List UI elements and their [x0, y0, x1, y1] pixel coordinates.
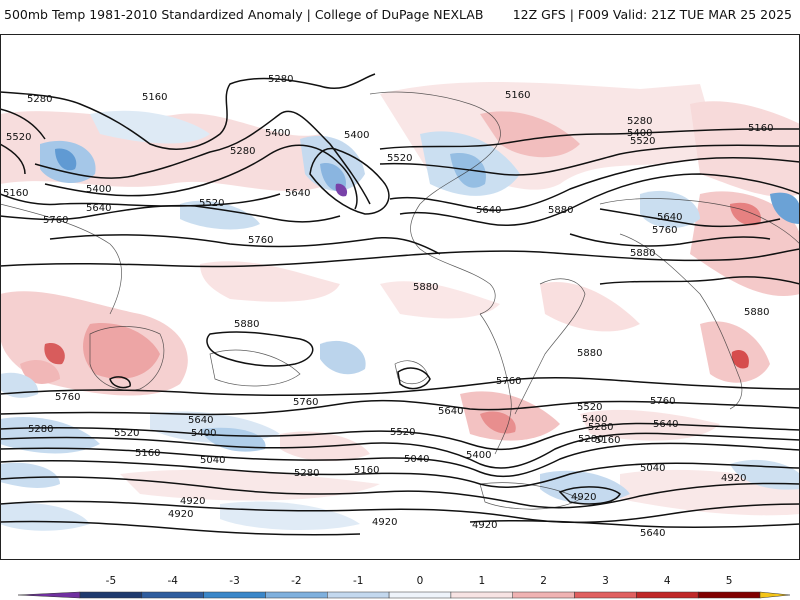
contour-label: 5040	[404, 454, 429, 465]
contour-label: 5520	[387, 153, 412, 164]
colorbar-bin	[450, 591, 513, 599]
colorbar-bin	[574, 591, 637, 599]
contour-label: 5520	[6, 132, 31, 143]
colorbar-bin	[327, 591, 390, 599]
coastlines	[0, 91, 800, 510]
colorbar-bin	[512, 591, 575, 599]
contour-label: 5160	[595, 435, 620, 446]
colorbar: -5 -4 -3 -2 -1 0 1 2 3 4 5	[17, 575, 791, 599]
contour-label: 5760	[55, 392, 80, 403]
anomaly-map: 5280 5160 5520 5280 5400 5280 5400 5160 …	[0, 34, 800, 560]
contour-label: 5280	[230, 146, 255, 157]
contour-label: 5640	[86, 203, 111, 214]
contour-label: 5400	[466, 450, 491, 461]
colorbar-tick-label: -5	[106, 575, 116, 587]
contour-label: 5640	[657, 212, 682, 223]
contour-label: 5040	[200, 455, 225, 466]
contour-label: 5280	[27, 94, 52, 105]
contour-label: 5760	[43, 215, 68, 226]
contour-label: 5880	[744, 307, 769, 318]
colorbar-tick-label: -2	[291, 575, 301, 587]
colorbar-right-tip	[759, 591, 791, 599]
contour-label: 5520	[199, 198, 224, 209]
contour-label: 5160	[505, 90, 530, 101]
colorbar-bin	[79, 591, 143, 599]
contour-label: 5880	[577, 348, 602, 359]
contour-label: 5640	[285, 188, 310, 199]
contour-label: 4920	[472, 520, 497, 531]
anomaly-shading	[0, 82, 800, 531]
contour-label: 5160	[135, 448, 160, 459]
contour-label: 5640	[438, 406, 463, 417]
contour-label: 5760	[293, 397, 318, 408]
contour-label: 5880	[630, 248, 655, 259]
colorbar-tick-label: 4	[664, 575, 671, 587]
contour-label: 5280	[268, 74, 293, 85]
colorbar-tick-label: 1	[478, 575, 485, 587]
contour-label: 4920	[721, 473, 746, 484]
contour-label: 4920	[372, 517, 397, 528]
contour-label: 4920	[571, 492, 596, 503]
contour-label: 5520	[577, 402, 602, 413]
contour-label: 5400	[344, 130, 369, 141]
colorbar-bin	[203, 591, 266, 599]
contour-label: 4920	[168, 509, 193, 520]
colorbar-tick-label: -3	[229, 575, 239, 587]
contour-label: 5760	[496, 376, 521, 387]
contour-label: 5280	[578, 434, 603, 445]
contour-label: 5640	[653, 419, 678, 430]
colorbar-tick-label: -1	[353, 575, 363, 587]
contour-label: 5280	[627, 116, 652, 127]
colorbar-bin	[265, 591, 328, 599]
colorbar-tick-labels: -5 -4 -3 -2 -1 0 1 2 3 4 5	[106, 575, 733, 587]
contour-label: 5520	[390, 427, 415, 438]
colorbar-tick-label: 5	[726, 575, 733, 587]
contour-label: 5760	[652, 225, 677, 236]
contour-label: 5160	[3, 188, 28, 199]
contour-label: 5040	[640, 463, 665, 474]
contour-label: 5760	[248, 235, 273, 246]
colorbar-bin	[388, 591, 452, 599]
contour-label: 5880	[413, 282, 438, 293]
contour-label: 5280	[28, 424, 53, 435]
map-title: 500mb Temp 1981-2010 Standardized Anomal…	[4, 7, 484, 22]
contour-label: 5400	[191, 428, 216, 439]
contour-label: 5400	[86, 184, 111, 195]
run-valid-info: 12Z GFS | F009 Valid: 21Z TUE MAR 25 202…	[512, 7, 792, 22]
contour-label: 5880	[548, 205, 573, 216]
contour-label: 4920	[180, 496, 205, 507]
colorbar-bin	[636, 591, 699, 599]
contour-label: 5280	[588, 422, 613, 433]
contour-labels: 5280 5160 5520 5280 5400 5280 5400 5160 …	[3, 74, 773, 539]
colorbar-tick-label: 2	[540, 575, 547, 587]
colorbar-bin	[697, 591, 761, 599]
colorbar-bin	[141, 591, 204, 599]
contour-label: 5160	[354, 465, 379, 476]
colorbar-tick-label: 3	[602, 575, 609, 587]
contour-label: 5640	[640, 528, 665, 539]
colorbar-tick-label: 0	[417, 575, 424, 587]
contour-label: 5280	[294, 468, 319, 479]
contour-label: 5640	[188, 415, 213, 426]
colorbar-left-tip	[17, 591, 81, 599]
contour-label: 5160	[142, 92, 167, 103]
contour-label: 5400	[627, 128, 652, 139]
contour-label: 5520	[630, 136, 655, 147]
contour-label: 5160	[748, 123, 773, 134]
contour-label: 5400	[265, 128, 290, 139]
contour-label: 5640	[476, 205, 501, 216]
contour-label: 5880	[234, 319, 259, 330]
height-contours	[0, 73, 800, 536]
contour-label: 5400	[582, 414, 607, 425]
contour-label: 5760	[650, 396, 675, 407]
contour-label: 5520	[114, 428, 139, 439]
colorbar-bins	[17, 591, 791, 599]
colorbar-tick-label: -4	[167, 575, 178, 587]
